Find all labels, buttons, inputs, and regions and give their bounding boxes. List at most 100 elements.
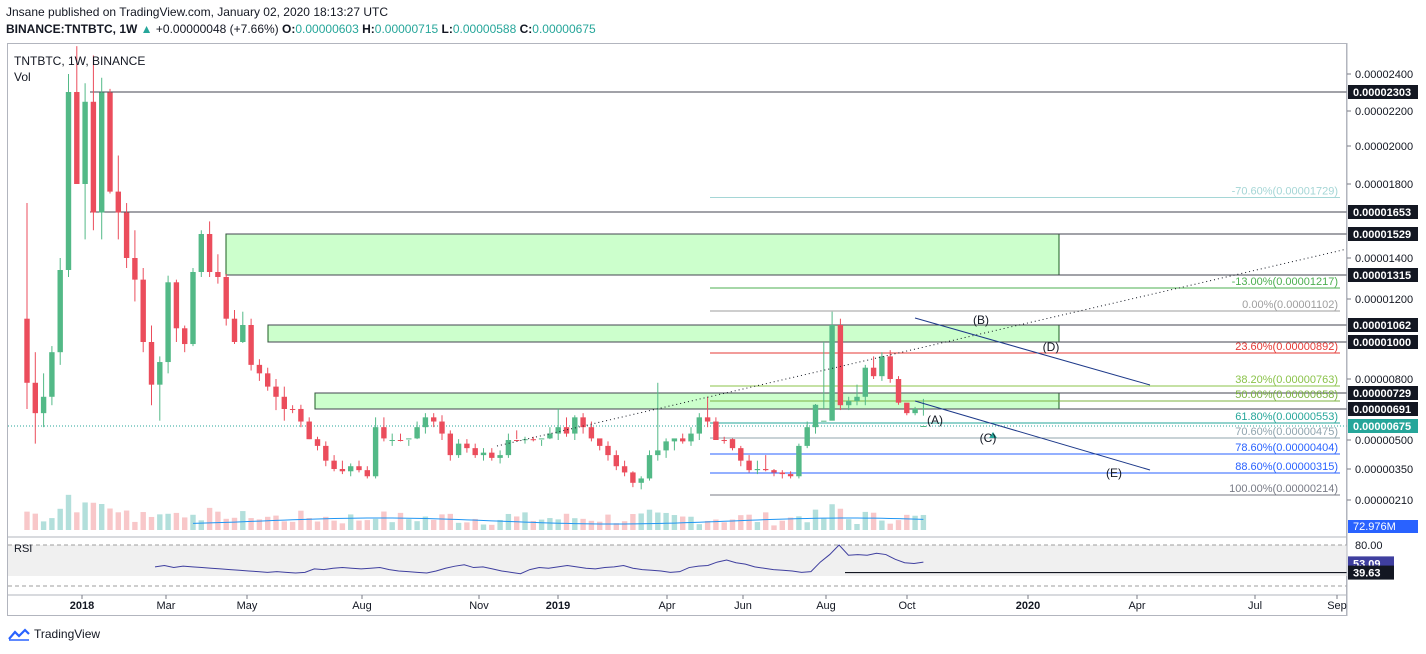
volume-bar	[190, 514, 196, 530]
volume-bar	[331, 520, 337, 530]
volume-bar	[671, 515, 678, 530]
y-tick-label: 0.00000350	[1355, 464, 1413, 476]
volume-bar	[862, 511, 868, 530]
volume-bar	[514, 516, 520, 530]
volume-bar	[140, 512, 146, 530]
candle-body	[804, 427, 810, 446]
candle-body	[265, 373, 271, 387]
candle-body	[588, 427, 595, 439]
volume-bar	[107, 508, 113, 530]
candle-body	[339, 469, 346, 472]
candle-body	[763, 469, 769, 471]
volume-bar	[605, 514, 611, 530]
candle-body	[364, 470, 370, 477]
candle-body	[49, 352, 55, 397]
fib-label-0: -70.60%(0.00001729)	[1232, 186, 1338, 198]
volume-bar	[505, 513, 512, 530]
candle-body	[630, 472, 636, 483]
candle-body	[472, 448, 478, 456]
volume-bar	[248, 518, 254, 530]
footer-brand[interactable]: TradingView	[8, 627, 100, 641]
candle-body	[123, 212, 130, 258]
candle-body	[821, 420, 827, 422]
candle-body	[870, 367, 877, 377]
y-tick-label: 0.00002000	[1355, 141, 1413, 153]
candle-body	[530, 439, 536, 441]
candle-body	[173, 282, 180, 329]
price-label: 0.00001315	[1353, 270, 1411, 282]
volume-bar	[655, 512, 661, 530]
volume-bar	[696, 524, 702, 530]
candle-body	[655, 450, 661, 456]
candle-body	[704, 417, 711, 422]
footer-brand-text: TradingView	[34, 627, 101, 641]
y-tick-label: 0.00002200	[1355, 106, 1413, 118]
candle-body	[414, 427, 420, 439]
candle-body	[489, 452, 495, 458]
volume-bar	[812, 509, 819, 530]
x-tick-label: Apr	[1128, 600, 1145, 612]
candle-body	[837, 325, 844, 406]
volume-bar	[630, 514, 636, 530]
rsi-line	[154, 544, 924, 575]
candle-body	[812, 404, 819, 428]
fib-label-9: 88.60%(0.00000315)	[1235, 461, 1338, 473]
volume-bar	[99, 503, 105, 530]
candle-body	[231, 318, 238, 342]
volume-bar	[879, 520, 885, 530]
candle-body	[862, 367, 868, 397]
fib-label-10: 100.00%(0.00000214)	[1229, 483, 1338, 495]
volume-bar	[646, 509, 653, 530]
volume-bar	[580, 518, 586, 530]
price-label-box	[1348, 227, 1418, 241]
candle-body	[99, 92, 105, 213]
volume-bar	[32, 513, 38, 530]
resistance-zone-upper	[225, 233, 1060, 276]
volume-bar	[49, 518, 55, 530]
candle-body	[729, 439, 736, 449]
volume-layer	[24, 494, 927, 530]
buy-arrow-icon	[989, 432, 997, 438]
candle-body	[480, 452, 487, 456]
x-tick-label: Mar	[157, 600, 176, 612]
legend-rsi: RSI	[14, 543, 33, 555]
candle-body	[439, 421, 445, 434]
rsi-support-value: 39.63	[1353, 568, 1381, 580]
volume-bar	[24, 511, 30, 530]
candle-body	[563, 427, 570, 434]
volume-bar	[223, 518, 229, 530]
volume-bar	[206, 507, 213, 530]
volume-bar	[364, 520, 370, 530]
volume-bar	[870, 512, 877, 530]
candle-body	[738, 448, 744, 461]
price-label-box	[1348, 335, 1418, 349]
volume-bar	[837, 508, 844, 530]
candle-body	[198, 234, 204, 272]
volume-bar	[422, 516, 429, 530]
volume-bar	[306, 518, 312, 530]
publish-info: Jnsane published on TradingView.com, Jan…	[6, 5, 389, 19]
high-value: 0.00000715	[374, 22, 439, 36]
price-label: 0.00000691	[1353, 404, 1411, 416]
fib-layer: -70.60%(0.00001729) -13.00%(0.00001217) 0.…	[710, 186, 1340, 496]
candle-body	[182, 328, 188, 345]
volume-bar	[729, 519, 736, 530]
candle-body	[746, 460, 752, 471]
axis-layer: 0.00002400 0.00002200 0.00002000 0.00001800…	[8, 43, 1418, 616]
candle-body	[721, 440, 727, 441]
volume-bar	[356, 520, 362, 530]
x-tick-label: Aug	[352, 600, 372, 612]
volume-bar	[414, 521, 420, 530]
x-tick-label: Nov	[469, 600, 489, 612]
volume-bar	[381, 511, 387, 530]
volume-bar	[796, 516, 802, 530]
volume-bar	[597, 521, 603, 530]
candle-body	[688, 433, 694, 442]
x-tick-label: 2020	[1016, 600, 1040, 612]
open-value: 0.00000603	[295, 22, 359, 36]
price-label: 0.00000675	[1353, 421, 1411, 433]
volume-bar	[281, 521, 287, 530]
price-label-box	[1348, 268, 1418, 282]
volume-bar	[397, 512, 404, 530]
